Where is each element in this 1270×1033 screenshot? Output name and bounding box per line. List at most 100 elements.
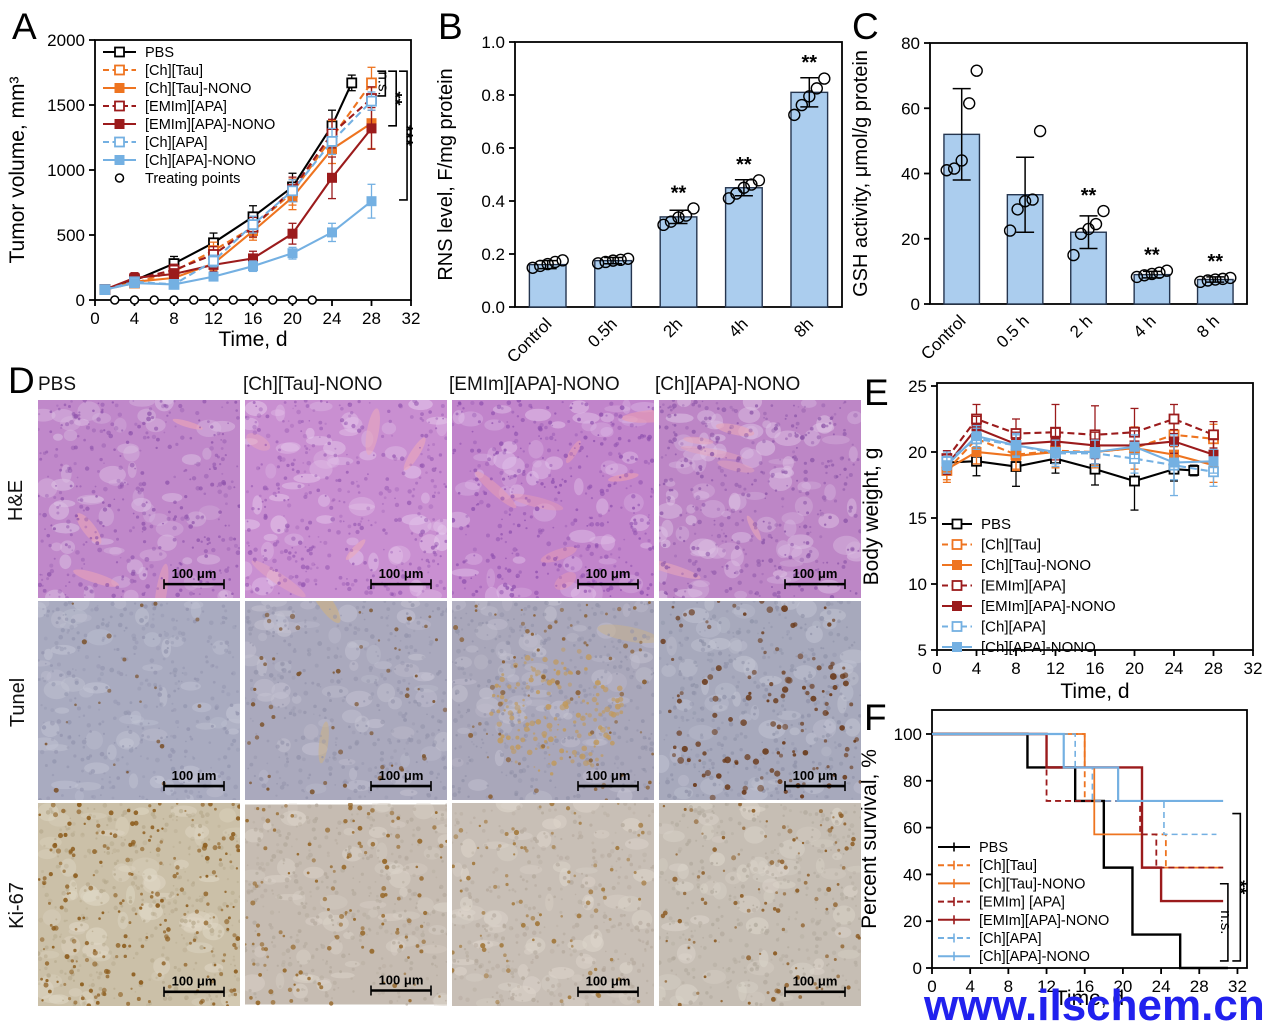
histology-column-label: PBS [38,374,77,395]
scale-bar: 100 μm [163,566,225,590]
svg-text:80: 80 [903,772,922,791]
svg-text:[Ch][Tau]: [Ch][Tau] [145,63,203,79]
svg-text:2 h: 2 h [1066,311,1096,341]
svg-text:[Ch][APA]: [Ch][APA] [145,135,208,151]
svg-text:0.2: 0.2 [481,245,505,264]
series-[Ch][APA]-NONO [932,732,1224,803]
svg-text:100 μm: 100 μm [172,566,217,581]
svg-text:[EMIm][APA]-NONO: [EMIm][APA]-NONO [981,598,1116,615]
svg-text:PBS: PBS [145,45,174,61]
bar-group-2h: ** 2h [657,182,700,341]
histology-tile-ki67-chapa-nono: 100 μm [659,803,861,1006]
svg-text:4h: 4h [725,314,752,341]
svg-text:20: 20 [903,912,922,931]
svg-text:0.5h: 0.5h [584,314,621,351]
histology-tile-he-pbs: 100 μm [38,400,240,598]
svg-text:16: 16 [244,309,263,328]
svg-text:Body weight, g: Body weight, g [860,448,883,586]
svg-text:4 h: 4 h [1130,311,1160,341]
panel-label-D: D [8,360,35,401]
survival-chart: 0 4 8 12 16 20 24 28 32 0 20 40 60 80 100 Time, d Percen… [858,709,1249,1010]
svg-text:20: 20 [901,230,920,249]
panel-label-F: F [864,697,887,738]
svg-text:0: 0 [913,959,922,978]
series-[Ch][APA]-NONO [941,424,1219,481]
svg-text:n.s.: n.s. [374,71,391,95]
svg-text:4: 4 [965,977,974,996]
svg-text:**: ** [1229,880,1249,894]
svg-text:PBS: PBS [981,516,1011,533]
svg-text:[Ch][APA]-NONO: [Ch][APA]-NONO [979,949,1090,965]
svg-text:20: 20 [1125,659,1144,678]
svg-text:PBS: PBS [979,840,1008,856]
svg-text:Treating points: Treating points [145,171,240,187]
sig-bracket: n.s. [374,70,391,97]
svg-text:[EMIm][APA]-NONO: [EMIm][APA]-NONO [145,117,275,133]
histology-row-label: Ki-67 [5,882,28,929]
svg-text:25: 25 [908,377,927,396]
svg-text:12: 12 [1037,977,1056,996]
svg-text:**: ** [1081,185,1097,207]
svg-text:100 μm: 100 μm [172,768,217,783]
svg-text:Tumor volume, mm³: Tumor volume, mm³ [6,76,29,263]
svg-text:100 μm: 100 μm [793,566,838,581]
sig-bracket: *** [396,70,416,201]
svg-text:8h: 8h [790,314,817,341]
svg-text:8: 8 [1011,659,1020,678]
histology-tile-he-emim-apa-nono: 100 μm [452,400,654,598]
svg-text:100: 100 [894,725,922,744]
scale-bar: 100 μm [784,768,846,792]
svg-text:Time, d: Time, d [1060,680,1129,703]
svg-text:[Ch][APA]-NONO: [Ch][APA]-NONO [145,153,256,169]
svg-text:500: 500 [57,226,85,245]
svg-text:**: ** [1144,245,1160,267]
svg-text:32: 32 [1244,659,1263,678]
svg-text:0.8: 0.8 [481,86,505,105]
histology-column-label: [Ch][Tau]-NONO [243,374,383,395]
svg-text:[Ch][Tau]: [Ch][Tau] [981,537,1041,554]
series-PBS [932,732,1228,970]
svg-text:[EMIm][APA]-NONO: [EMIm][APA]-NONO [979,913,1109,929]
legend: PBS [Ch][Tau] [Ch][Tau]-NONO [EMIm][APA] [EM… [103,45,275,187]
axes: 0 4 8 12 16 20 24 28 32 5 10 15 20 25 Time, d Body weig… [860,377,1262,703]
panel-label-C: C [852,6,879,47]
histology-tile-ki67-chtau-nono: 100 μm [245,803,447,1006]
histology-row-label: H&E [5,479,28,522]
scale-bar: 100 μm [577,974,639,997]
series-[Ch][APA]-NONO [99,183,377,295]
scale-bar: 100 μm [577,768,639,792]
legend: PBS [Ch][Tau] [Ch][Tau]-NONO [EMIm] [APA] [E… [938,840,1109,965]
svg-text:20: 20 [283,309,302,328]
scale-bar: 100 μm [784,566,846,590]
series-[EMIm][APA]-NONO [932,732,1224,903]
svg-text:0.4: 0.4 [481,192,505,211]
bar-group-8 h: ** 8 h [1193,251,1237,342]
histology-tile-he-chapa-nono: 100 μm [659,400,861,598]
svg-text:Percent survival, %: Percent survival, % [858,749,881,929]
svg-text:8: 8 [1004,977,1013,996]
svg-text:**: ** [1208,251,1224,273]
svg-text:n.s.: n.s. [1217,910,1234,934]
bar-group-0.5 h: 0.5 h [993,124,1047,352]
svg-text:8 h: 8 h [1193,311,1223,341]
histology-column-label: [EMIm][APA]-NONO [449,374,620,395]
svg-text:32: 32 [402,309,421,328]
series-[Ch][APA] [932,733,1217,836]
svg-text:[Ch][APA]-NONO: [Ch][APA]-NONO [981,639,1096,656]
sig-bracket: ** [385,70,405,127]
svg-text:100 μm: 100 μm [586,566,631,581]
svg-text:2h: 2h [660,314,687,341]
svg-text:Time, d: Time, d [1055,987,1124,1010]
svg-text:20: 20 [1113,977,1132,996]
histology-grid: 100 μm 100 μm 100 μm 100 μm 100 μm 100 μ… [38,400,861,1006]
panel-label-E: E [864,372,889,413]
svg-text:1500: 1500 [47,96,85,115]
tumor-volume-chart: 0 4 8 12 16 20 24 28 32 0 500 1000 1500 2000 Time, d Tu… [6,31,421,351]
scale-bar: 100 μm [577,566,639,590]
svg-text:0: 0 [911,295,920,314]
svg-text:28: 28 [1204,659,1223,678]
svg-text:24: 24 [1152,977,1171,996]
svg-text:0: 0 [90,309,99,328]
axes: 0 4 8 12 16 20 24 28 32 0 20 40 60 80 100 Time, d Percen… [858,709,1248,1010]
